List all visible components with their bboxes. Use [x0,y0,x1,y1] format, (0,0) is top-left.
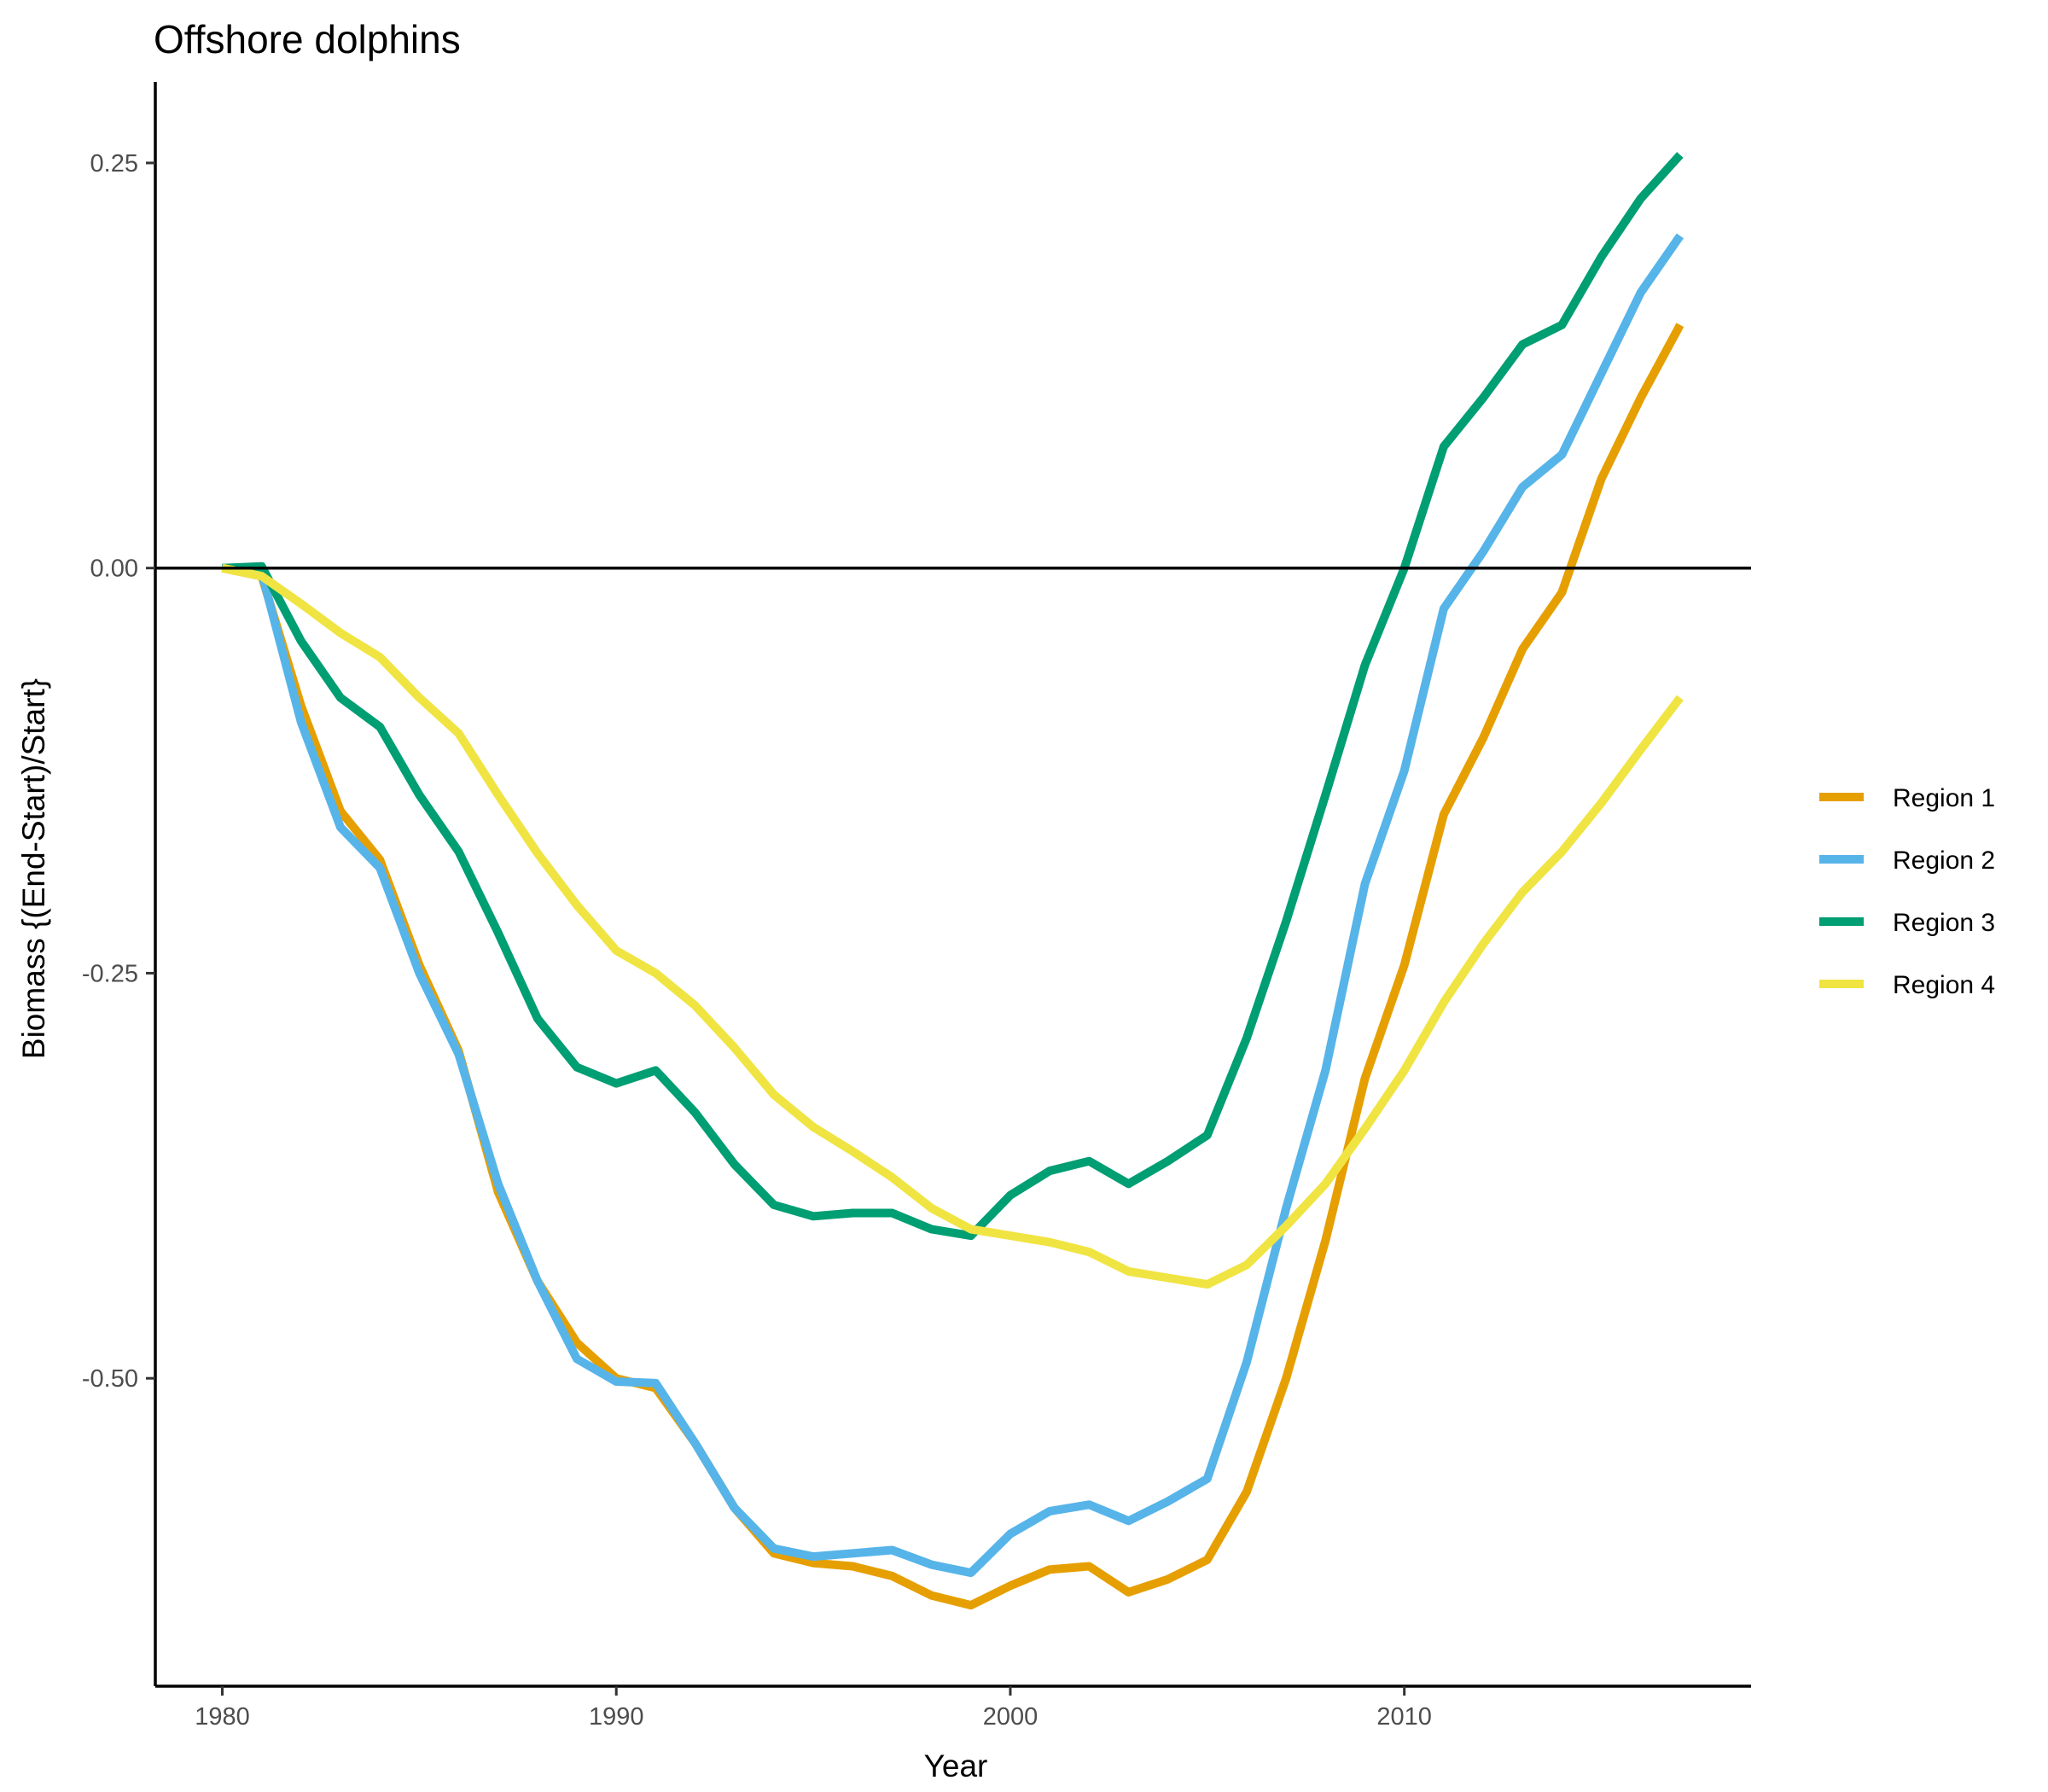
legend-label-region-2: Region 2 [1893,847,1995,875]
series-lines [221,152,1684,1610]
x-tick-label: 1980 [195,1703,250,1731]
legend-label-region-4: Region 4 [1893,971,1995,999]
y-tick-label: -0.50 [82,1365,138,1393]
series-line-region-3 [222,152,1684,1241]
series-line-region-1 [221,323,1684,1610]
legend-label-region-1: Region 1 [1893,784,1995,812]
x-axis-title: Year [924,1748,988,1783]
legend: Region 1 Region 2 Region 3 Region 4 [1819,784,1995,999]
x-tick-label: 1990 [589,1703,644,1731]
chart-title: Offshore dolphins [154,17,461,61]
series-line-region-2 [221,233,1684,1578]
series-line-region-4 [221,563,1684,1289]
x-tick-label: 2010 [1376,1703,1432,1731]
y-tick-label: -0.25 [82,960,138,987]
axes [146,82,1751,1696]
x-tick-label: 2000 [983,1703,1039,1731]
legend-label-region-3: Region 3 [1893,909,1995,937]
y-tick-label: 0.00 [90,556,138,583]
tick-labels: 1980 1990 2000 2010 0.25 0.00 -0.25 -0.50 [82,150,1432,1731]
y-axis-title: Biomass {(End-Start)/Start} [16,678,51,1059]
y-tick-label: 0.25 [90,150,138,177]
